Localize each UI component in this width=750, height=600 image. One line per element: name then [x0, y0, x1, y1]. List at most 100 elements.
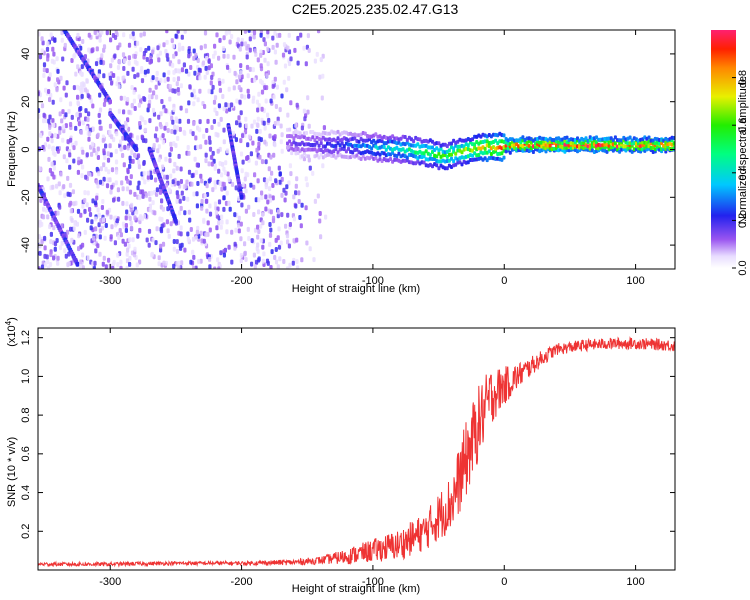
spectrogram-noise-cell — [43, 262, 48, 268]
spectrogram-noise-cell — [110, 80, 114, 86]
spectrogram-noise-cell — [175, 81, 179, 87]
spectrogram-noise-cell — [102, 255, 106, 261]
spectrogram-noise-cell — [287, 180, 291, 186]
spectrogram-noise-cell — [104, 264, 108, 269]
spectrogram-noise-cell — [66, 175, 70, 181]
spectrogram-noise-cell — [227, 244, 231, 250]
spectrogram-signal-cell — [454, 151, 458, 156]
spectrogram-noise-cell — [71, 189, 75, 195]
spectrogram-noise-cell — [91, 126, 95, 132]
spectrogram-noise-cell — [47, 76, 51, 82]
spectrogram-noise-cell — [270, 170, 274, 176]
spectrogram-noise-cell — [192, 101, 196, 107]
spectrogram-noise-cell — [48, 167, 52, 173]
spectrogram-noise-cell — [128, 216, 132, 221]
spectrogram-noise-cell — [264, 184, 268, 190]
spectrogram-noise-cell — [202, 133, 206, 139]
spectrogram-noise-cell — [128, 237, 132, 243]
snr-y-tick-label: 0.8 — [20, 407, 32, 422]
spectrogram-noise-cell — [53, 246, 57, 252]
spectrogram-noise-cell — [204, 198, 208, 204]
spectrogram-noise-cell — [217, 168, 221, 174]
spectrogram-noise-cell — [159, 111, 163, 117]
spectrogram-noise-cell — [258, 154, 262, 160]
spectrogram-noise-cell — [274, 178, 278, 184]
spectrogram-noise-cell — [119, 259, 123, 265]
spectrogram-noise-cell — [98, 37, 102, 43]
spectrogram-noise-cell — [266, 46, 270, 52]
spectrogram-noise-cell — [140, 78, 145, 84]
spectrogram-noise-cell — [233, 245, 237, 251]
snr-multiplier-exponent: 4 — [4, 320, 13, 325]
spectrogram-noise-cell — [263, 85, 267, 91]
spectrogram-noise-cell — [221, 46, 226, 51]
spectrogram-noise-cell — [216, 257, 220, 263]
spectrogram-noise-cell — [194, 52, 198, 58]
spectrogram-noise-cell — [203, 43, 207, 49]
spectrogram-noise-cell — [147, 103, 151, 109]
spectrogram-noise-cell — [209, 63, 213, 69]
spectrogram-noise-cell — [250, 238, 254, 244]
spectrogram-noise-cell — [78, 85, 82, 91]
spectrogram-noise-cell — [81, 164, 85, 170]
spectrogram-noise-cell — [244, 208, 248, 214]
spectrogram-noise-cell — [198, 119, 202, 125]
spectrogram-noise-cell — [318, 211, 322, 216]
spectrogram-noise-cell — [64, 92, 68, 98]
spectrogram-noise-cell — [249, 151, 253, 157]
colorbar-tick-label: 0.4 — [737, 165, 749, 180]
spectrogram-noise-cell — [74, 71, 78, 77]
spectrogram-noise-cell — [213, 180, 217, 186]
spectrogram-noise-cell — [203, 104, 207, 109]
snr-x-tick-label: -100 — [362, 576, 384, 588]
spectrogram-noise-cell — [53, 82, 57, 88]
spectrogram-noise-cell — [196, 181, 200, 186]
spectrogram-noise-cell — [114, 222, 118, 228]
spectrogram-noise-cell — [139, 32, 143, 38]
spectrogram-noise-cell — [138, 215, 142, 221]
spectrogram-noise-cell — [213, 43, 217, 49]
spectrogram-noise-cell — [253, 48, 257, 54]
spectrogram-noise-cell — [287, 75, 291, 81]
spectrogram-noise-cell — [278, 256, 282, 262]
spectrogram-noise-cell — [188, 217, 192, 223]
spectrogram-noise-cell — [155, 76, 159, 82]
spectrogram-noise-cell — [265, 258, 270, 264]
colorbar-gradient — [711, 30, 736, 268]
spectrogram-noise-cell — [306, 109, 310, 115]
spectrogram-noise-cell — [50, 58, 54, 64]
spectrogram-noise-cell — [233, 70, 237, 76]
spectrogram-noise-cell — [128, 189, 133, 195]
spectrogram-noise-cell — [56, 255, 60, 261]
snr-series-line — [38, 336, 675, 568]
spectrogram-signal-cell — [611, 138, 615, 143]
spectrogram-noise-cell — [297, 199, 301, 204]
spectrogram-noise-cell — [273, 121, 277, 126]
spectrogram-noise-cell — [247, 30, 251, 33]
snr-x-tick-label: -200 — [231, 576, 253, 588]
spectrogram-noise-cell — [267, 186, 272, 192]
spectrogram-noise-cell — [135, 209, 139, 215]
spectrogram-signal-cell — [613, 135, 617, 140]
spectrogram-noise-cell — [47, 89, 51, 94]
spectrogram-noise-cell — [237, 228, 241, 234]
spectrogram-noise-cell — [87, 47, 91, 53]
spectrogram-noise-cell — [213, 184, 217, 190]
spectrogram-noise-cell — [81, 149, 85, 155]
spectrogram-noise-cell — [121, 186, 125, 192]
spectrogram-noise-cell — [157, 255, 161, 261]
spectrogram-noise-cell — [271, 183, 275, 188]
spectrogram-noise-cell — [79, 212, 83, 218]
spectrogram-noise-cell — [183, 247, 187, 253]
spectrogram-noise-cell — [224, 160, 228, 166]
spectrogram-noise-cell — [172, 69, 176, 75]
spectrogram-noise-cell — [208, 211, 213, 217]
spectrogram-noise-cell — [96, 155, 100, 160]
spectrogram-noise-cell — [324, 214, 328, 220]
spectrogram-noise-cell — [79, 70, 83, 76]
spectrogram-noise-cell — [65, 158, 69, 164]
spectrogram-noise-cell — [302, 45, 306, 51]
spectrogram-noise-cell — [286, 45, 290, 51]
spectrogram-noise-cell — [61, 137, 65, 143]
spectrogram-noise-cell — [256, 224, 260, 230]
